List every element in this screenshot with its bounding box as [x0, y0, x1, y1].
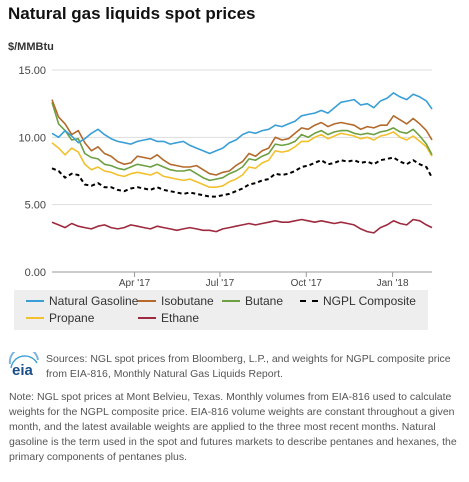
y-axis-unit-label: $/MMBtu	[8, 41, 54, 53]
legend-item-natural-gasoline: Natural Gasoline	[26, 294, 138, 308]
svg-text:eia: eia	[12, 362, 34, 376]
chart-title: Natural gas liquids spot prices	[8, 4, 256, 23]
legend-swatch	[138, 317, 156, 319]
series-line-natural-gasoline	[51, 92, 433, 155]
eia-logo: eia	[8, 352, 39, 376]
legend-label: Propane	[49, 311, 95, 325]
x-tick-label: Jul '17	[206, 278, 235, 289]
chart-legend: Natural Gasoline Isobutane Butane NGPL Comp…	[14, 290, 428, 330]
series-line-isobutane	[51, 99, 433, 176]
legend-item-ngpl-composite: NGPL Composite	[300, 294, 416, 308]
series-line-ethane	[51, 218, 433, 234]
legend-label: Isobutane	[161, 294, 214, 308]
y-tick-label: 5.00	[25, 200, 46, 212]
legend-label: Ethane	[161, 311, 200, 325]
line-chart: 0.00 5.00 10.00 15.00 Apr '17 Jul '17 Oct '17 J…	[18, 65, 433, 289]
series-line-propane	[51, 131, 433, 188]
legend-item-ethane: Ethane	[138, 311, 199, 325]
legend-item-propane: Propane	[26, 311, 94, 325]
legend-label: Butane	[245, 294, 284, 308]
legend-swatch	[26, 300, 44, 302]
series-line-ngpl-composite	[51, 156, 433, 198]
y-tick-label: 15.00	[18, 65, 46, 77]
note-text: Note: NGL spot prices at Mont Belvieu, T…	[9, 391, 457, 463]
x-tick-label: Oct '17	[291, 278, 323, 289]
legend-item-butane: Butane	[222, 294, 283, 308]
legend-swatch	[138, 300, 156, 302]
legend-label: Natural Gasoline	[49, 294, 139, 308]
y-tick-label: 10.00	[18, 132, 46, 144]
y-tick-label: 0.00	[25, 267, 46, 279]
sources-text: Sources: NGL spot prices from Bloomberg,…	[46, 353, 451, 380]
legend-item-isobutane: Isobutane	[138, 294, 214, 308]
legend-label: NGPL Composite	[323, 294, 416, 308]
x-tick-label: Apr '17	[119, 278, 151, 289]
x-tick-label: Jan '18	[377, 278, 409, 289]
legend-swatch	[26, 317, 44, 319]
series-line-butane	[51, 102, 433, 182]
legend-swatch	[222, 300, 240, 302]
legend-swatch	[300, 300, 318, 302]
